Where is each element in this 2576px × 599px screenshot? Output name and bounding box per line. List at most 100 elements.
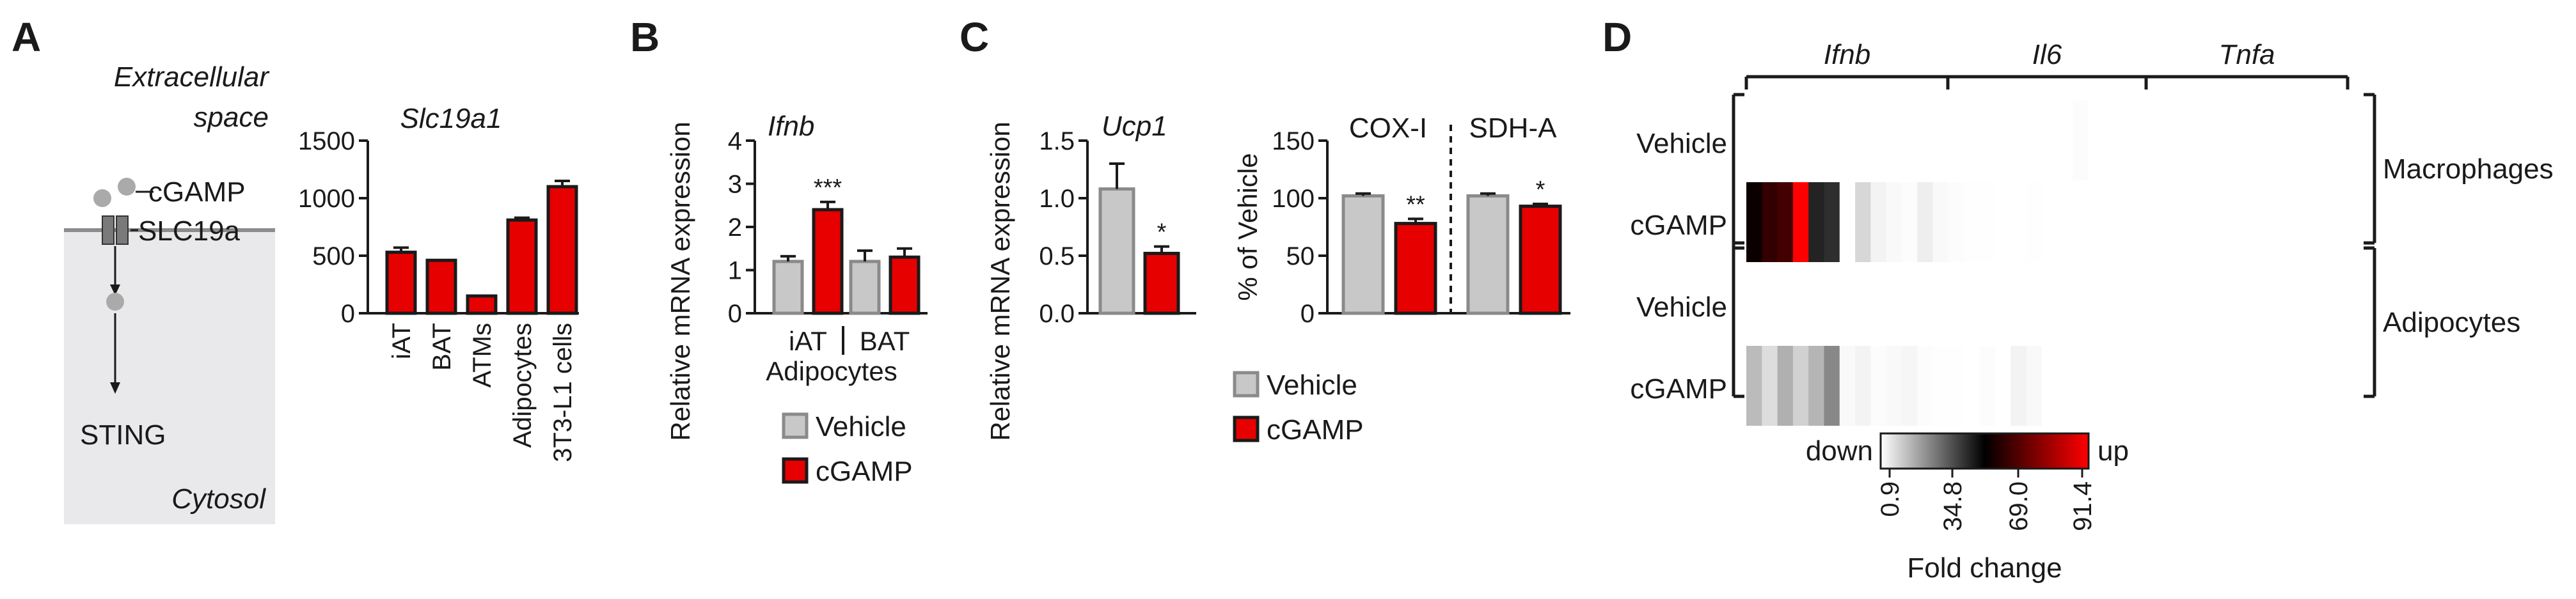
colorbar-low-label: down: [1806, 435, 1873, 467]
panel-letter-b: B: [630, 14, 660, 60]
sting-label: STING: [80, 419, 166, 451]
panel-letter-d: D: [1602, 14, 1632, 60]
colorbar-high-label: up: [2098, 435, 2129, 467]
heatmap-cell: [1886, 182, 1902, 262]
cell-cytosol-area: [64, 230, 275, 524]
significance-marker: *: [1157, 219, 1167, 246]
heatmap-cell: [1870, 182, 1887, 262]
y-tick-label: 1.5: [1039, 127, 1075, 155]
column-group-label: Tnfa: [2218, 39, 2275, 70]
heatmap-cell: [1777, 100, 1794, 180]
y-tick-label: 1500: [298, 127, 355, 155]
heatmap-cell: [1777, 264, 1794, 344]
heatmap-cell: [1855, 264, 1872, 344]
heatmap-cell: [1979, 182, 1996, 262]
y-axis-label: Relative mRNA expression: [665, 121, 695, 441]
bar-bat-vehicle: [849, 260, 881, 315]
heatmap-cell: [1808, 264, 1825, 344]
heatmap-cell: [2057, 182, 2074, 262]
x-tick-label: BAT: [860, 326, 910, 356]
category-label: COX-I: [1349, 113, 1427, 144]
slc19a-label: SLC19a: [138, 215, 241, 247]
heatmap-cell: [1932, 182, 1949, 262]
heatmap-cell: [1964, 182, 1980, 262]
bar-iat: [385, 251, 417, 315]
legend-panel-b: Vehicle cGAMP: [782, 411, 913, 487]
bar-cgamp: [1143, 251, 1180, 315]
row-label: Vehicle: [1636, 292, 1727, 323]
heatmap-cell: [1902, 100, 1918, 180]
heatmap-cell: [1808, 182, 1825, 262]
panel-letter-a: A: [12, 14, 41, 60]
heatmap-cell: [1855, 182, 1872, 262]
row-group-label: Macrophages: [2383, 153, 2554, 185]
bar-bat: [425, 258, 457, 315]
heatmap-cell: [1762, 346, 1778, 426]
heatmap-cell: [1979, 264, 1996, 344]
panel-a: A Extracellular space cGAMP SLC19a STING…: [12, 14, 275, 524]
colorbar: [1879, 432, 2090, 470]
group-label: Adipocytes: [766, 356, 897, 386]
heatmap-cell: [1762, 100, 1778, 180]
category-label: SDH-A: [1469, 113, 1558, 144]
heatmap-cell: [2073, 264, 2089, 344]
column-group-label: Il6: [2032, 39, 2062, 70]
y-tick-label: 100: [1272, 185, 1315, 213]
bar-bat-cgamp: [889, 255, 921, 315]
heatmap-cell: [2026, 346, 2043, 426]
heatmap-cell: [2041, 182, 2058, 262]
panel-letter-c: C: [960, 14, 989, 60]
heatmap-cell: [1824, 182, 1840, 262]
bar-sdh-a-vehicle: [1466, 194, 1510, 315]
transporter-icon: [102, 215, 115, 245]
extracellular-label-1: Extracellular: [114, 61, 270, 93]
heatmap-cell: [1777, 346, 1794, 426]
heatmap-cell: [1995, 346, 2011, 426]
extracellular-label-2: space: [194, 102, 269, 133]
heatmap-cell: [1777, 182, 1794, 262]
y-tick-label: 1: [728, 257, 742, 285]
heatmap-cell: [1808, 346, 1825, 426]
y-tick-label: 0.0: [1039, 300, 1075, 328]
colorbar-tick-label: 0.9: [1876, 481, 1904, 517]
cytosol-label: Cytosol: [171, 483, 266, 515]
colorbar-tick-label: 69.0: [2005, 481, 2033, 531]
heatmap-cell: [2041, 264, 2058, 344]
heatmap-cell: [1792, 100, 1809, 180]
heatmap-cell: [2073, 182, 2089, 262]
heatmap-cell: [1762, 264, 1778, 344]
y-tick-label: 3: [728, 171, 742, 199]
heatmap-cell: [1964, 346, 1980, 426]
x-tick-label: BAT: [428, 323, 456, 371]
heatmap-cell: [1917, 100, 1934, 180]
colorbar-tick-label: 91.4: [2069, 481, 2097, 531]
heatmap-cell: [1917, 182, 1934, 262]
bar-vehicle: [1098, 187, 1135, 315]
heatmap-cell: [2088, 346, 2105, 426]
chart-title: Ifnb: [768, 111, 814, 142]
heatmap-cell: [1746, 346, 1763, 426]
chart-title: Slc19a1: [400, 103, 502, 134]
heatmap-cell: [2057, 264, 2074, 344]
legend-panel-c: Vehicle cGAMP: [1233, 370, 1364, 446]
cgamp-molecule-icon: [93, 189, 111, 207]
heatmap-cell: [1964, 100, 1980, 180]
x-tick-label: iAT: [789, 326, 827, 356]
y-tick-label: 150: [1272, 127, 1315, 155]
significance-marker: **: [1406, 191, 1425, 218]
y-tick-label: 0: [1300, 300, 1315, 328]
heatmap-cell: [2011, 100, 2027, 180]
heatmap-cell: [2057, 100, 2074, 180]
heatmap-cell: [1917, 264, 1934, 344]
arrowhead-icon: [110, 382, 120, 394]
y-tick-label: 1.0: [1039, 185, 1075, 213]
cgamp-label: cGAMP: [148, 176, 246, 208]
heatmap-cell: [1995, 100, 2011, 180]
heatmap-cell: [1792, 346, 1809, 426]
heatmap-cell: [1948, 346, 1964, 426]
heatmap-cell: [2026, 182, 2043, 262]
heatmap-cell: [1979, 100, 1996, 180]
y-tick-label: 0: [728, 300, 742, 328]
heatmap-cell: [1792, 182, 1809, 262]
y-axis-label: % of Vehicle: [1233, 153, 1263, 300]
